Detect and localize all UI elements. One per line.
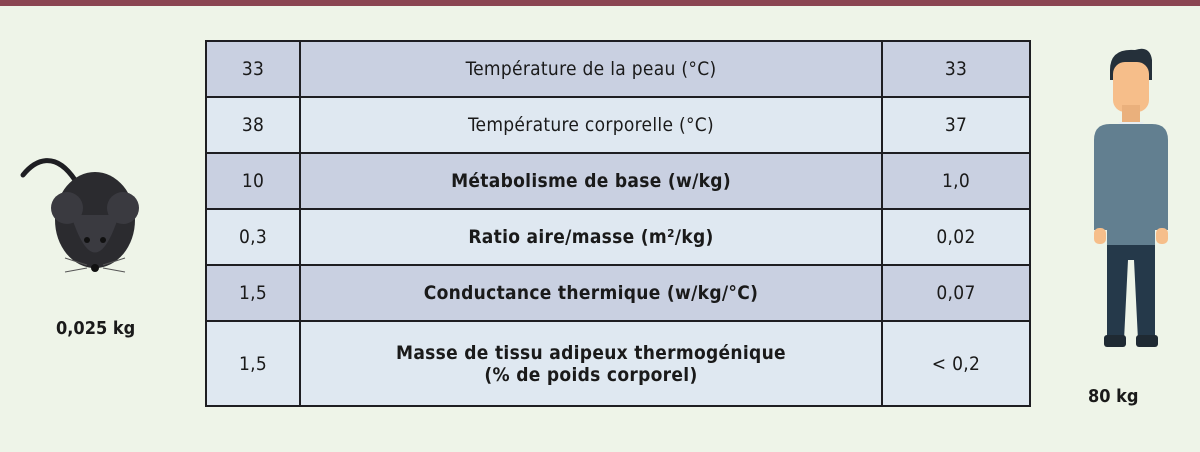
mouse-weight: 0,025 kg: [56, 318, 136, 339]
human-value: 33: [881, 40, 1031, 98]
table-row: 38 Température corporelle (°C) 37: [205, 96, 1031, 154]
mouse-value: 1,5: [205, 264, 301, 322]
human-value: 1,0: [881, 152, 1031, 210]
human-weight: 80 kg: [1088, 386, 1139, 407]
row-label: Masse de tissu adipeux thermogénique (% d…: [299, 320, 883, 407]
row-label-line2: (% de poids corporel): [484, 363, 698, 386]
table-row: 1,5 Conductance thermique (w/kg/°C) 0,07: [205, 264, 1031, 322]
table-row: 10 Métabolisme de base (w/kg) 1,0: [205, 152, 1031, 210]
man-icon: [1094, 48, 1168, 347]
mouse-icon: [20, 158, 139, 273]
mouse-value: 10: [205, 152, 301, 210]
row-label: Température corporelle (°C): [299, 96, 883, 154]
table-row: 0,3 Ratio aire/masse (m²/kg) 0,02: [205, 208, 1031, 266]
mouse-value: 33: [205, 40, 301, 98]
human-value: < 0,2: [881, 320, 1031, 407]
row-label: Métabolisme de base (w/kg): [299, 152, 883, 210]
mouse-value: 38: [205, 96, 301, 154]
row-label: Conductance thermique (w/kg/°C): [299, 264, 883, 322]
human-value: 0,07: [881, 264, 1031, 322]
human-value: 0,02: [881, 208, 1031, 266]
human-value: 37: [881, 96, 1031, 154]
comparison-table: 33 Température de la peau (°C) 33 38 Tempér…: [205, 40, 1031, 407]
mouse-value: 1,5: [205, 320, 301, 407]
row-label: Ratio aire/masse (m²/kg): [299, 208, 883, 266]
table-row: 1,5 Masse de tissu adipeux thermogénique(…: [205, 320, 1031, 407]
row-label: Température de la peau (°C): [299, 40, 883, 98]
top-bar: [0, 0, 1200, 6]
mouse-value: 0,3: [205, 208, 301, 266]
row-label-line1: Masse de tissu adipeux thermogénique: [396, 341, 786, 364]
table-row: 33 Température de la peau (°C) 33: [205, 40, 1031, 98]
